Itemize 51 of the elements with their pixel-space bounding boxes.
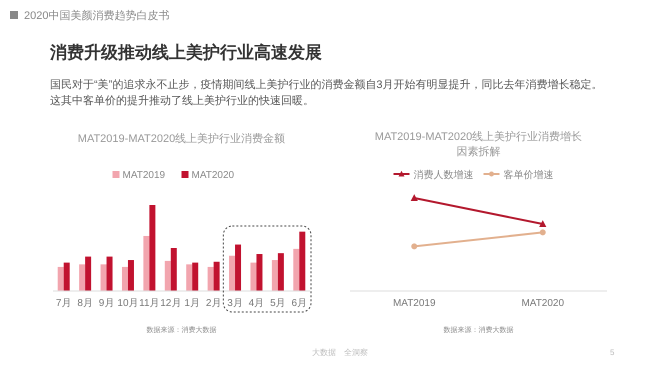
bar [229,256,236,291]
bar [214,262,220,291]
bar [250,262,256,291]
x-tick-label: 2月 [206,298,222,309]
bar [208,266,214,291]
bar [256,254,262,291]
bar [235,244,242,291]
x-tick-label: 10月 [117,298,139,309]
chart-title: MAT2019-MAT2020线上美护行业消费增长因素拆解 [374,130,582,158]
bar [79,264,86,291]
text: 国民对于“美”的追求永不止步，疫情期间线上美护行业的消费金额自3月开始有明显提升，同比去年消费增长稳定。这其中客单价的提升推动了线上美护行业的快速回暖。 [50,78,602,107]
x-tick-label: 9月 [98,298,114,309]
chart-title: MAT2019-MAT2020线上美护行业消费金额 [78,132,286,145]
bar [100,264,107,291]
point [540,229,546,236]
x-tick-label: 6月 [292,298,308,309]
legend-label: 消费人数增速 [414,169,474,181]
x-tick-label: 3月 [227,298,243,309]
bar [128,260,134,291]
text: 2020中国美颜消费趋势白皮书 [24,9,170,22]
x-tick-label: 11月 [139,298,160,309]
x-tick-label: 12月 [160,298,182,309]
bar [186,264,192,291]
x-tick-label: MAT2020 [521,298,564,309]
legend-label: 客单价增速 [504,169,554,181]
x-tick-label: 7月 [56,298,72,309]
bar [192,262,198,291]
bar [170,248,177,291]
text: 5 [610,348,615,357]
x-tick-label: 4月 [248,298,264,309]
bar [122,266,128,291]
bar [293,248,300,291]
x-tick-label: 5月 [270,298,286,309]
x-tick-label: MAT2019 [392,298,436,309]
bar [164,260,171,291]
bar [85,256,92,291]
x-tick-label: 1月 [184,298,200,309]
text: 大数据 全洞察 [312,348,368,357]
bar [272,260,278,291]
point [411,243,418,250]
x-tick-label: 8月 [77,298,93,309]
legend-label: MAT2019 [122,170,166,181]
bar [278,253,284,291]
bar [106,256,113,291]
legend-label: MAT2020 [192,170,235,181]
bar [143,236,150,291]
bar [299,232,306,291]
text: 消费升级推动线上美护行业高速发展 [49,43,322,62]
bar [149,205,156,291]
bar [58,266,64,291]
bar [64,262,70,291]
